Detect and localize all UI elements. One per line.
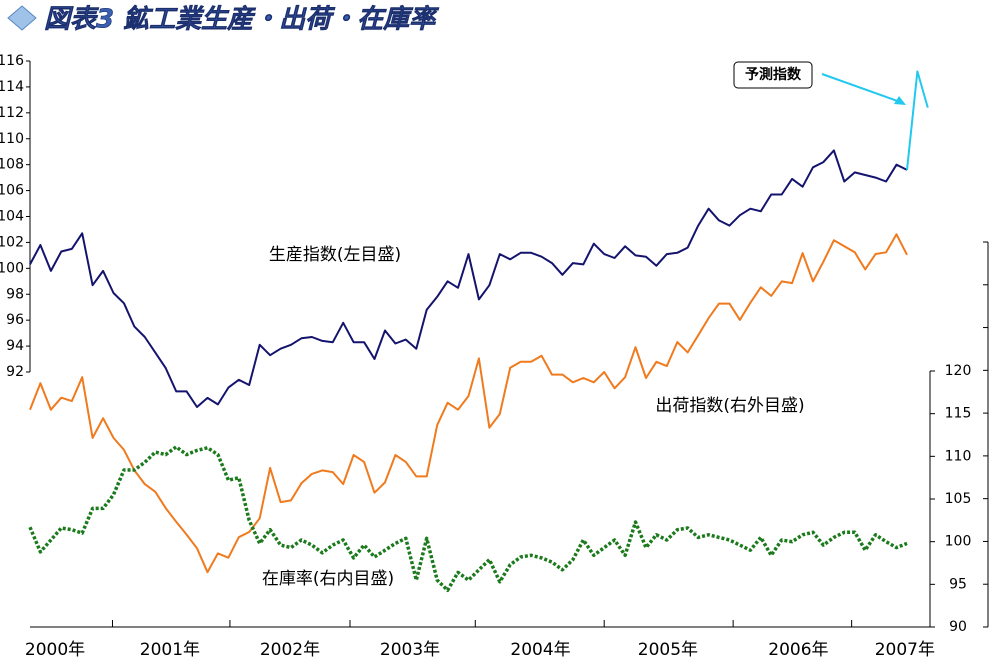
x-tick-label: 2002年	[260, 640, 320, 660]
y2-tick-label: 100	[945, 534, 972, 550]
y-tick-label: 94	[6, 338, 24, 354]
series-line	[29, 149, 908, 408]
annotation: 生産指数(左目盛)	[269, 245, 401, 265]
x-tick-label: 2000年	[25, 640, 85, 660]
y-tick-label: 92	[6, 364, 24, 380]
y-tick-label: 102	[0, 234, 24, 250]
callout-box	[733, 61, 813, 89]
chart-title: 図表3 鉱工業生産・出荷・在庫率	[44, 5, 439, 35]
series-line	[29, 233, 908, 574]
y2-tick-label: 105	[945, 491, 972, 507]
x-tick-label: 2001年	[140, 640, 200, 660]
y-tick-label: 96	[6, 312, 24, 328]
y2-tick-label: 95	[949, 576, 967, 592]
callout-arrow	[821, 73, 904, 104]
x-tick-label: 2005年	[638, 640, 698, 660]
y-tick-label: 104	[0, 209, 24, 225]
annotation: 予測指数	[745, 66, 802, 83]
y-tick-label: 106	[0, 183, 24, 199]
y-tick-label: 100	[0, 260, 24, 276]
y-tick-label: 116	[0, 53, 24, 69]
y-tick-label: 110	[0, 131, 24, 147]
x-tick-label: 2007年	[875, 640, 935, 660]
y2-tick-label: 110	[945, 448, 972, 464]
y-tick-label: 98	[6, 286, 24, 302]
series-line	[906, 70, 929, 171]
y-tick-label: 112	[0, 105, 24, 121]
annotation: 在庫率(右内目盛)	[262, 569, 394, 589]
y2-tick-label: 120	[945, 363, 972, 379]
y2-tick-label: 115	[945, 406, 972, 422]
series-line	[28, 445, 908, 593]
y-tick-label: 114	[0, 79, 24, 95]
title-icon	[7, 5, 37, 31]
x-tick-label: 2004年	[510, 640, 570, 660]
arrow-head	[894, 96, 906, 105]
y-tick-label: 108	[0, 157, 24, 173]
x-tick-label: 2003年	[380, 640, 440, 660]
annotation: 出荷指数(右外目盛)	[655, 396, 804, 416]
x-tick-label: 2006年	[768, 640, 828, 660]
y2-tick-label: 90	[949, 619, 967, 635]
